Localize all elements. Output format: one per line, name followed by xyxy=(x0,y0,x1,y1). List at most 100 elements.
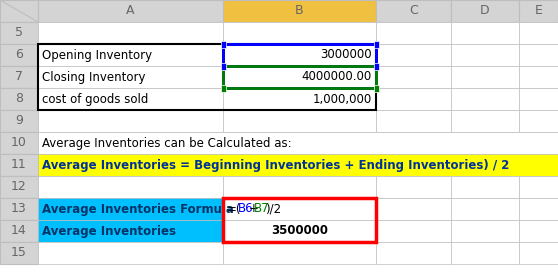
Text: 1,000,000: 1,000,000 xyxy=(312,93,372,106)
Bar xyxy=(221,63,226,70)
Text: 5: 5 xyxy=(15,27,23,40)
Text: B6: B6 xyxy=(238,202,253,216)
Bar xyxy=(38,198,223,220)
Bar xyxy=(376,88,451,110)
Bar xyxy=(451,0,519,22)
Bar xyxy=(38,66,223,88)
Bar xyxy=(223,66,376,88)
Bar xyxy=(374,85,379,92)
Bar xyxy=(519,198,558,220)
Bar xyxy=(0,176,38,198)
Bar xyxy=(223,44,376,88)
Text: 8: 8 xyxy=(15,93,23,106)
Text: 10: 10 xyxy=(11,137,27,150)
Bar xyxy=(223,44,376,66)
Text: Average Inventories Formula: Average Inventories Formula xyxy=(42,202,234,216)
Text: Average Inventories: Average Inventories xyxy=(42,224,176,237)
Text: 12: 12 xyxy=(11,181,27,194)
Bar xyxy=(38,44,376,110)
Bar xyxy=(376,198,451,220)
Bar xyxy=(0,66,38,88)
Bar xyxy=(38,220,223,242)
Bar xyxy=(38,110,223,132)
Bar xyxy=(223,176,376,198)
Bar xyxy=(519,66,558,88)
Bar xyxy=(38,154,558,176)
Bar xyxy=(223,22,376,44)
Bar xyxy=(221,85,226,92)
Text: )/2: )/2 xyxy=(265,202,281,216)
Bar xyxy=(376,110,451,132)
Bar xyxy=(519,110,558,132)
Bar xyxy=(451,44,519,66)
Bar xyxy=(223,198,376,242)
Text: A: A xyxy=(126,4,134,17)
Bar xyxy=(519,44,558,66)
Bar xyxy=(221,41,226,48)
Bar xyxy=(223,220,376,242)
Text: B7: B7 xyxy=(254,202,270,216)
Bar xyxy=(451,66,519,88)
Bar xyxy=(519,242,558,264)
Bar xyxy=(38,176,223,198)
Bar xyxy=(223,242,376,264)
Text: 15: 15 xyxy=(11,247,27,260)
Text: Average Inventories can be Calculated as:: Average Inventories can be Calculated as… xyxy=(42,137,292,150)
Bar xyxy=(376,66,451,88)
Bar xyxy=(38,132,558,154)
Bar xyxy=(223,88,376,110)
Bar xyxy=(223,110,376,132)
Text: 11: 11 xyxy=(11,158,27,171)
Text: Average Inventories = Beginning Inventories + Ending Inventories) / 2: Average Inventories = Beginning Inventor… xyxy=(42,158,509,171)
Bar xyxy=(451,22,519,44)
Bar xyxy=(38,22,223,44)
Bar xyxy=(38,44,223,66)
Bar xyxy=(451,110,519,132)
Bar xyxy=(519,22,558,44)
Bar xyxy=(451,242,519,264)
Text: Closing Inventory: Closing Inventory xyxy=(42,71,146,83)
Bar xyxy=(0,88,38,110)
Bar xyxy=(374,63,379,70)
Text: E: E xyxy=(535,4,542,17)
Text: B: B xyxy=(295,4,304,17)
Bar xyxy=(451,176,519,198)
Bar xyxy=(376,22,451,44)
Bar xyxy=(38,242,223,264)
Bar xyxy=(374,41,379,48)
Bar xyxy=(0,110,38,132)
Text: 14: 14 xyxy=(11,224,27,237)
Text: D: D xyxy=(480,4,490,17)
Text: C: C xyxy=(409,4,418,17)
Bar xyxy=(376,242,451,264)
Text: 13: 13 xyxy=(11,202,27,216)
Bar xyxy=(0,44,38,66)
Text: =(: =( xyxy=(227,202,242,216)
Bar xyxy=(376,44,451,66)
Text: +: + xyxy=(249,202,258,216)
Bar xyxy=(519,0,558,22)
Bar xyxy=(38,88,223,110)
Bar xyxy=(376,220,451,242)
Text: Opening Inventory: Opening Inventory xyxy=(42,48,152,61)
Text: 7: 7 xyxy=(15,71,23,83)
Bar xyxy=(38,0,223,22)
Text: 9: 9 xyxy=(15,114,23,127)
Bar xyxy=(223,66,376,88)
Text: 3500000: 3500000 xyxy=(271,224,328,237)
Text: 4000000.00: 4000000.00 xyxy=(302,71,372,83)
Bar xyxy=(0,22,38,44)
Bar xyxy=(223,198,376,220)
Text: cost of goods sold: cost of goods sold xyxy=(42,93,148,106)
Bar xyxy=(0,0,38,22)
Bar xyxy=(0,154,38,176)
Bar xyxy=(223,44,376,66)
Bar xyxy=(451,198,519,220)
Bar xyxy=(0,242,38,264)
Bar xyxy=(451,220,519,242)
Bar xyxy=(223,0,376,22)
Bar xyxy=(376,0,451,22)
Bar xyxy=(519,176,558,198)
Bar xyxy=(0,132,38,154)
Bar xyxy=(376,176,451,198)
